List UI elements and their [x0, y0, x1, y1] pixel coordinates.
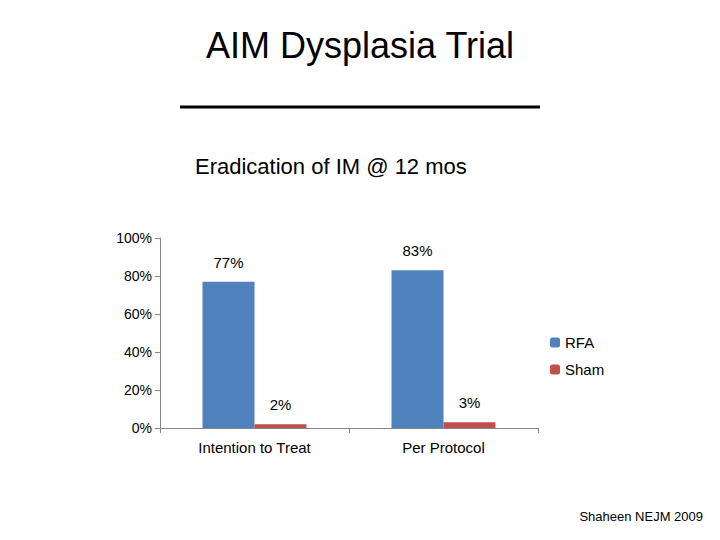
svg-text:2%: 2%	[270, 396, 292, 413]
svg-text:60%: 60%	[124, 306, 152, 322]
svg-text:Sham: Sham	[565, 361, 604, 378]
svg-text:AIM Dysplasia Trial: AIM Dysplasia Trial	[206, 25, 514, 66]
svg-text:RFA: RFA	[565, 334, 594, 351]
svg-text:Shaheen NEJM 2009: Shaheen NEJM 2009	[579, 509, 703, 524]
svg-text:40%: 40%	[124, 344, 152, 360]
svg-text:83%: 83%	[402, 242, 432, 259]
svg-text:80%: 80%	[124, 268, 152, 284]
svg-text:100%: 100%	[116, 230, 152, 246]
svg-text:77%: 77%	[213, 254, 243, 271]
svg-text:3%: 3%	[459, 394, 481, 411]
svg-text:0%: 0%	[132, 420, 152, 436]
svg-text:Per Protocol: Per Protocol	[402, 439, 485, 456]
svg-text:Intention to Treat: Intention to Treat	[198, 439, 311, 456]
svg-text:Eradication of IM @ 12 mos: Eradication of IM @ 12 mos	[195, 154, 467, 179]
svg-text:20%: 20%	[124, 382, 152, 398]
